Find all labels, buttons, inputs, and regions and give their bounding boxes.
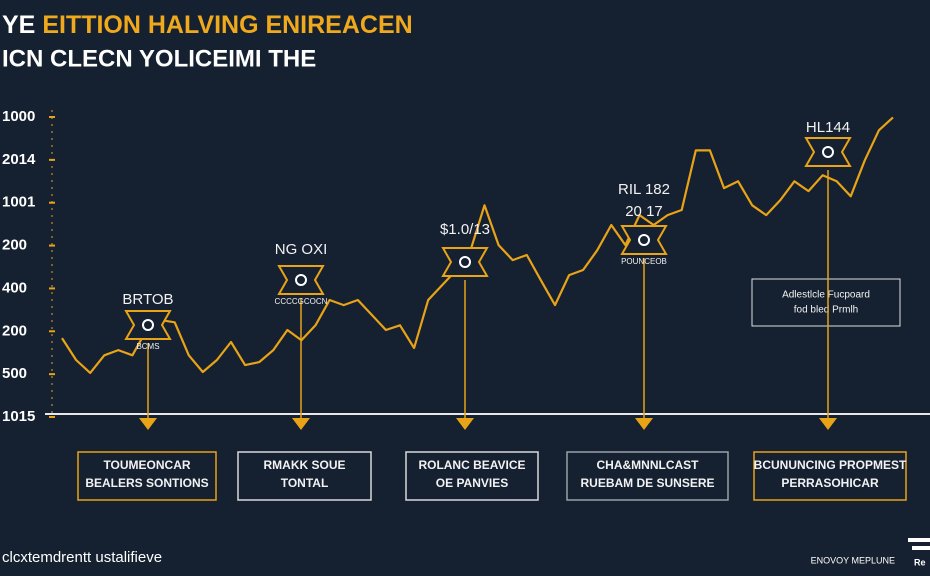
price-line (61, 116, 894, 374)
note-text: fod bled Prmlh (794, 305, 858, 316)
annotation-icon-label: POUNCEOB (621, 257, 667, 266)
annotation-label: $1.0/13 (440, 221, 490, 238)
annotation-label: 20 17 (625, 203, 663, 220)
title-main: EITTION HALVING ENIREACEN (42, 11, 412, 39)
annotation-icon (277, 265, 325, 295)
chart-subtitle: ICN CLECN YOLICEIMI THE (2, 45, 316, 72)
chart-title: YE EITTION HALVING ENIREACEN (2, 11, 413, 39)
annotation-box-text: TONTAL (281, 476, 329, 490)
annotation-icon-dot (638, 234, 650, 246)
note-box (751, 278, 901, 327)
y-tick-label: 400 (2, 279, 27, 296)
annotation-box-text: CHA&MNNLCAST (597, 458, 700, 472)
annotation-arrow (292, 418, 310, 430)
annotation-arrow (456, 418, 474, 430)
annotation-icon (804, 137, 852, 167)
annotation-label: NG OXI (275, 241, 328, 258)
annotation-box-text: BCUNUNCING PROPMEST (754, 458, 907, 472)
annotation-box (753, 451, 907, 501)
annotation-icon-label: BCMS (136, 342, 159, 351)
y-tick-label: 2014 (2, 151, 36, 168)
annotation-box (77, 451, 217, 501)
annotation-box (566, 451, 729, 501)
title-prefix: YE (2, 11, 35, 39)
annotation-box-text: OE PANVIES (436, 476, 508, 490)
annotation-icon (441, 247, 489, 277)
logo-mark (908, 538, 930, 550)
annotation-arrow (635, 418, 653, 430)
annotation-box-text: TOUMEONCAR (103, 458, 190, 472)
annotation-label: BRTOB (122, 291, 173, 308)
annotation-box-text: BEALERS SONTIONS (85, 476, 208, 490)
y-tick-label: 1001 (2, 194, 35, 211)
annotation-arrow (139, 418, 157, 430)
annotation-box-text: RUEBAM DE SUNSERE (580, 476, 714, 490)
annotation-arrow (819, 418, 837, 430)
y-tick-label: 200 (2, 322, 27, 339)
annotation-box-text: RMAKK SOUE (263, 458, 345, 472)
annotation-icon-dot (295, 274, 307, 286)
annotation-box (237, 451, 372, 501)
annotation-icon-dot (822, 146, 834, 158)
y-tick-label: 200 (2, 237, 27, 254)
annotation-label: RIL 182 (618, 181, 670, 198)
logo: Re (914, 557, 926, 567)
annotation-box (405, 451, 539, 501)
annotation-icon-dot (459, 256, 471, 268)
y-tick-label: 1000 (2, 108, 35, 125)
y-tick-label: 1015 (2, 408, 35, 425)
footer-right: ENOVOY MEPLUNE (811, 555, 895, 565)
note-text: Adlestlcle Fucpoard (782, 290, 870, 301)
annotation-box-text: ROLANC BEAVICE (418, 458, 525, 472)
annotation-icon (124, 310, 172, 340)
annotation-icon (620, 225, 668, 255)
y-tick-label: 500 (2, 365, 27, 382)
annotation-icon-label: CCCCGCOCN (275, 297, 328, 306)
annotation-icon-dot (142, 319, 154, 331)
annotation-label: HL144 (806, 119, 850, 136)
footer-left: clcxtemdrentt ustalifieve (2, 549, 162, 566)
annotation-box-text: PERRASOHICAR (781, 476, 879, 490)
